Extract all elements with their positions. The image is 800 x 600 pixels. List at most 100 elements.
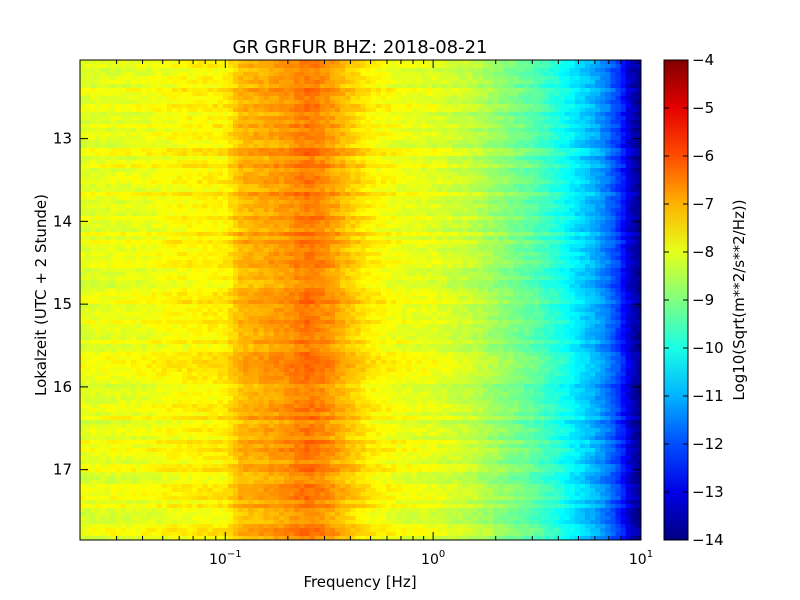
heatmap-cell [437,200,443,205]
heatmap-cell [544,112,550,117]
heatmap-cell [176,176,183,181]
heatmap-cell [467,96,474,101]
heatmap-cell [304,112,311,117]
heatmap-cell [192,68,198,73]
heatmap-cell [90,216,96,221]
heatmap-cell [350,128,356,133]
heatmap-cell [192,104,198,109]
heatmap-cell [80,132,86,137]
heatmap-cell [569,108,576,113]
heatmap-cell [238,156,244,161]
heatmap-cell [406,144,413,149]
heatmap-cell [615,60,622,65]
heatmap-cell [110,88,117,93]
heatmap-cell [406,196,413,201]
heatmap-cell [528,100,535,105]
heatmap-cell [131,204,137,209]
heatmap-cell [523,76,530,81]
heatmap-cell [615,232,622,237]
heatmap-cell [426,188,433,193]
heatmap-cell [95,172,101,177]
heatmap-cell [217,96,224,101]
heatmap-cell [289,96,295,101]
heatmap-cell [574,120,581,125]
heatmap-cell [508,152,515,157]
heatmap-cell [217,84,224,89]
heatmap-cell [431,64,438,69]
heatmap-cell [324,192,331,197]
heatmap-cell [120,224,127,229]
heatmap-cell [488,168,494,173]
heatmap-cell [375,164,382,169]
heatmap-cell [431,104,438,109]
heatmap-cell [192,72,198,77]
heatmap-cell [319,228,326,233]
heatmap-cell [345,140,351,145]
heatmap-cell [273,196,280,201]
heatmap-cell [421,208,428,213]
heatmap-cell [197,168,203,173]
heatmap-cell [161,196,168,201]
heatmap-cell [442,160,448,165]
heatmap-cell [355,72,362,77]
heatmap-cell [391,148,397,153]
heatmap-cell [125,156,132,161]
heatmap-cell [304,164,311,169]
heatmap-cell [171,136,178,141]
heatmap-cell [105,76,112,81]
heatmap-cell [233,84,239,89]
heatmap-cell [477,72,484,77]
heatmap-cell [579,196,586,201]
heatmap-cell [391,204,397,209]
heatmap-cell [187,212,193,217]
heatmap-cell [115,84,122,89]
heatmap-cell [401,76,407,81]
heatmap-cell [360,148,367,153]
heatmap-cell [192,88,198,93]
heatmap-cell [289,116,295,121]
heatmap-cell [401,132,407,137]
heatmap-cell [212,76,219,81]
heatmap-cell [375,224,382,229]
heatmap-cell [488,76,494,81]
heatmap-cell [370,116,377,121]
heatmap-cell [401,176,407,181]
heatmap-cell [115,224,122,229]
heatmap-cell [569,112,576,117]
heatmap-cell [625,100,632,105]
heatmap-cell [518,92,525,97]
heatmap-cell [273,144,280,149]
heatmap-cell [243,192,249,197]
heatmap-cell [574,212,581,217]
heatmap-cell [508,108,515,113]
heatmap-cell [278,80,285,85]
heatmap-cell [544,180,550,185]
heatmap-cell [421,148,428,153]
heatmap-cell [350,92,356,97]
heatmap-cell [350,180,356,185]
heatmap-cell [309,112,316,117]
heatmap-cell [212,204,219,209]
heatmap-cell [187,104,193,109]
heatmap-cell [472,116,479,121]
heatmap-cell [605,172,611,177]
heatmap-cell [360,108,367,113]
heatmap-cell [518,72,525,77]
heatmap-cell [217,108,224,113]
heatmap-cell [187,184,193,189]
heatmap-cell [411,172,418,177]
heatmap-cell [452,64,458,69]
heatmap-cell [289,124,295,129]
heatmap-cell [360,232,367,237]
heatmap-cell [268,80,275,85]
heatmap-cell [447,92,453,97]
heatmap-cell [105,156,112,161]
heatmap-cell [452,160,458,165]
heatmap-cell [233,204,239,209]
heatmap-cell [182,136,188,141]
heatmap-cell [452,176,458,181]
heatmap-cell [131,224,137,229]
heatmap-cell [253,112,260,117]
heatmap-cell [171,188,178,193]
heatmap-cell [493,192,499,197]
